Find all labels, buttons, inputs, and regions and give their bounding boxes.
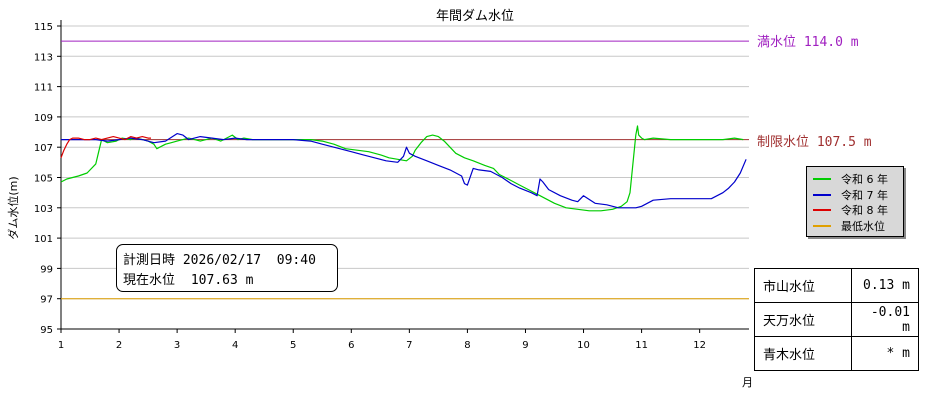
series-line bbox=[60, 125, 744, 212]
station-name: 青木水位 bbox=[754, 336, 852, 371]
y-tick-label: 109 bbox=[34, 113, 53, 124]
measurement-time-label: 計測日時 bbox=[123, 253, 176, 268]
series-line bbox=[60, 136, 151, 159]
full-water-level-label: 満水位 114.0 m bbox=[757, 35, 859, 50]
station-level: 0.13 m bbox=[851, 268, 919, 303]
legend-label: 令和 8 年 bbox=[841, 204, 888, 217]
legend-swatch bbox=[813, 178, 831, 180]
x-tick-label: 1 bbox=[58, 340, 64, 351]
legend-swatch bbox=[813, 209, 831, 211]
chart-title: 年間ダム水位 bbox=[435, 9, 514, 24]
x-tick-label: 8 bbox=[464, 340, 470, 351]
legend-item: 令和 8 年 bbox=[813, 202, 903, 218]
y-tick-label: 105 bbox=[34, 174, 53, 185]
measurement-info-box: 計測日時 2026/02/17 09:40 現在水位 107.63 m bbox=[116, 244, 338, 292]
river-levels-table: 市山水位 0.13 m 天万水位 -0.01 m 青木水位 * m bbox=[754, 268, 919, 371]
station-level: -0.01 m bbox=[851, 302, 919, 337]
limit-water-level-label: 制限水位 107.5 m bbox=[757, 135, 872, 150]
current-level-value: 107.63 m bbox=[190, 273, 254, 288]
table-row: 青木水位 * m bbox=[754, 336, 919, 371]
station-level: * m bbox=[851, 336, 919, 371]
x-tick-label: 11 bbox=[635, 340, 648, 351]
current-level-row: 現在水位 107.63 m bbox=[123, 269, 253, 288]
y-tick-label: 97 bbox=[40, 295, 53, 306]
y-tick-label: 95 bbox=[40, 325, 53, 336]
y-tick-label: 107 bbox=[34, 143, 53, 154]
y-axis-label: ダム水位(m) bbox=[7, 176, 20, 240]
x-tick-label: 5 bbox=[290, 340, 296, 351]
legend-item: 最低水位 bbox=[813, 218, 903, 234]
legend-item: 令和 7 年 bbox=[813, 187, 903, 203]
legend-swatch bbox=[813, 193, 831, 196]
legend-label: 令和 7 年 bbox=[841, 188, 888, 202]
legend-label: 令和 6 年 bbox=[841, 173, 888, 186]
station-name: 市山水位 bbox=[754, 268, 852, 303]
chart-legend: 令和 6 年 令和 7 年 令和 8 年 最低水位 bbox=[806, 166, 904, 237]
y-tick-label: 101 bbox=[34, 234, 53, 245]
series-line bbox=[61, 133, 747, 209]
x-tick-label: 3 bbox=[174, 340, 180, 351]
x-tick-label: 9 bbox=[522, 340, 528, 351]
table-row: 市山水位 0.13 m bbox=[754, 268, 919, 303]
x-tick-label: 4 bbox=[232, 340, 238, 351]
x-tick-label: 7 bbox=[406, 340, 412, 351]
measurement-time-value: 2026/02/17 09:40 bbox=[182, 253, 316, 268]
x-tick-label: 12 bbox=[693, 340, 706, 351]
legend-item: 令和 6 年 bbox=[813, 171, 903, 187]
measurement-time-row: 計測日時 2026/02/17 09:40 bbox=[123, 249, 316, 268]
current-level-label: 現在水位 bbox=[123, 273, 176, 288]
y-tick-label: 111 bbox=[34, 83, 53, 94]
legend-swatch bbox=[813, 224, 831, 227]
legend-label: 最低水位 bbox=[841, 219, 885, 233]
x-tick-label: 10 bbox=[577, 340, 590, 351]
x-tick-label: 6 bbox=[348, 340, 354, 351]
x-axis-unit-label: 月 bbox=[742, 376, 753, 389]
table-row: 天万水位 -0.01 m bbox=[754, 302, 919, 337]
station-name: 天万水位 bbox=[754, 302, 852, 337]
y-tick-label: 99 bbox=[40, 264, 53, 275]
y-tick-label: 115 bbox=[34, 22, 53, 33]
y-tick-label: 103 bbox=[34, 204, 53, 215]
y-tick-label: 113 bbox=[34, 52, 53, 63]
x-tick-label: 2 bbox=[116, 340, 122, 351]
